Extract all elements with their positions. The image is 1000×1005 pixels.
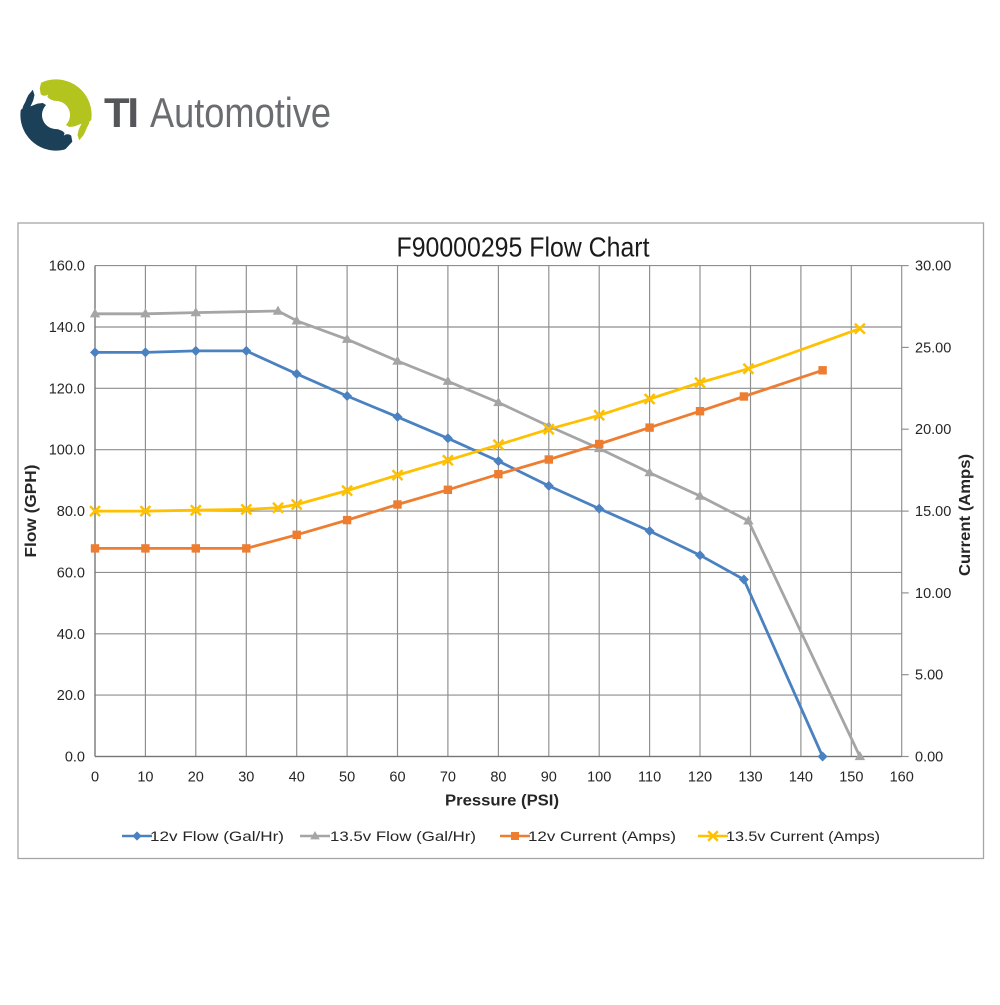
svg-text:30.00: 30.00 [915, 259, 951, 275]
svg-text:60.0: 60.0 [57, 565, 85, 581]
svg-text:90: 90 [541, 770, 557, 786]
svg-text:10: 10 [137, 770, 153, 786]
svg-text:20: 20 [188, 770, 204, 786]
svg-text:160.0: 160.0 [49, 259, 85, 275]
svg-text:0: 0 [91, 770, 99, 786]
svg-text:100.0: 100.0 [49, 443, 85, 459]
svg-text:70: 70 [440, 770, 456, 786]
svg-text:Flow (GPH): Flow (GPH) [23, 465, 40, 558]
svg-text:50: 50 [339, 770, 355, 786]
svg-text:5.00: 5.00 [915, 668, 943, 684]
svg-text:20.00: 20.00 [915, 422, 951, 438]
svg-text:Pressure (PSI): Pressure (PSI) [445, 793, 559, 810]
svg-text:30: 30 [238, 770, 254, 786]
svg-text:120: 120 [688, 770, 712, 786]
svg-text:12v Current (Amps): 12v Current (Amps) [528, 828, 676, 844]
svg-text:Current (Amps): Current (Amps) [957, 454, 974, 576]
svg-text:TI: TI [104, 89, 139, 136]
svg-text:110: 110 [638, 770, 661, 786]
svg-text:40: 40 [289, 770, 305, 786]
svg-text:13.5v Current (Amps): 13.5v Current (Amps) [726, 828, 880, 844]
svg-text:0.0: 0.0 [65, 750, 85, 766]
svg-text:25.00: 25.00 [915, 340, 951, 356]
svg-text:40.0: 40.0 [57, 627, 85, 643]
svg-text:20.0: 20.0 [57, 688, 85, 704]
svg-text:15.00: 15.00 [915, 504, 951, 520]
svg-text:140.0: 140.0 [49, 320, 85, 336]
svg-text:60: 60 [389, 770, 405, 786]
svg-text:12v Flow (Gal/Hr): 12v Flow (Gal/Hr) [150, 828, 284, 844]
svg-text:0.00: 0.00 [915, 750, 943, 766]
svg-text:80: 80 [490, 770, 506, 786]
svg-text:150: 150 [839, 770, 863, 786]
svg-text:10.00: 10.00 [915, 586, 951, 602]
svg-text:13.5v Flow (Gal/Hr): 13.5v Flow (Gal/Hr) [330, 828, 476, 844]
svg-text:Automotive: Automotive [150, 89, 331, 136]
svg-text:100: 100 [587, 770, 611, 786]
svg-text:130: 130 [738, 770, 762, 786]
svg-text:80.0: 80.0 [57, 504, 85, 520]
svg-text:140: 140 [789, 770, 813, 786]
svg-text:160: 160 [890, 770, 914, 786]
svg-text:F90000295 Flow Chart: F90000295 Flow Chart [397, 232, 650, 263]
svg-text:120.0: 120.0 [49, 381, 85, 397]
